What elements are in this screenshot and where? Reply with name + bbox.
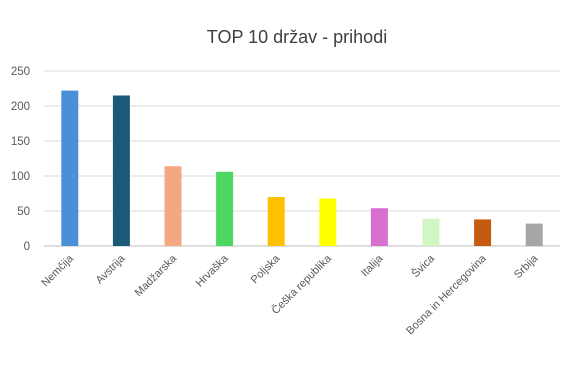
x-category-label: Hrvaška: [194, 252, 232, 290]
bar-5: [319, 198, 337, 246]
x-category-label: Madžarska: [133, 252, 180, 299]
bar-2: [164, 166, 182, 246]
y-tick-label: 0: [24, 241, 30, 253]
y-axis-ticks: 0 50 100 150 200 250: [11, 66, 30, 253]
x-category-label: Švica: [409, 251, 438, 280]
bar-1: [112, 95, 130, 246]
bar-0: [61, 90, 79, 246]
bar-8: [474, 219, 492, 246]
x-category-label: Nemčija: [39, 252, 76, 289]
x-category-label: Italija: [359, 252, 386, 279]
y-tick-label: 100: [11, 171, 30, 183]
gridlines: [44, 70, 560, 247]
bar-6: [370, 208, 388, 246]
y-tick-label: 150: [11, 136, 30, 148]
bar-4: [267, 197, 285, 246]
bar-7: [422, 218, 440, 246]
bar-9: [525, 223, 543, 246]
chart-title: TOP 10 držav - prihodi: [207, 27, 387, 47]
x-axis-labels: Nemčija Avstrija Madžarska Hrvaška PoljskaČe…: [39, 251, 541, 337]
bars: [61, 90, 543, 246]
y-tick-label: 50: [17, 206, 30, 218]
y-tick-label: 200: [11, 101, 30, 113]
x-category-label: Avstrija: [94, 252, 128, 286]
bar-3: [216, 171, 234, 246]
x-category-label: Poljska: [249, 252, 283, 286]
y-tick-label: 250: [11, 66, 30, 78]
x-category-label: Srbija: [512, 252, 541, 281]
